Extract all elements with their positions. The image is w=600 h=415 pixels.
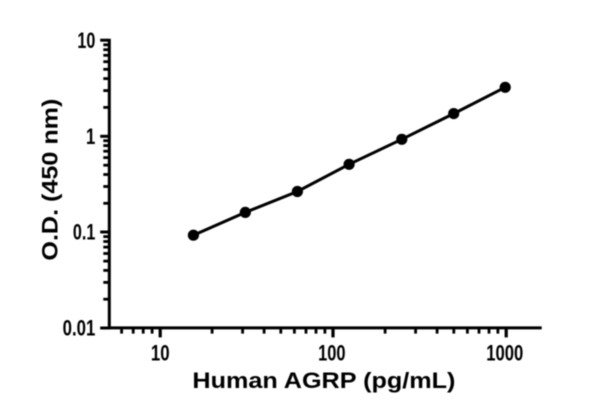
svg-text:100: 100: [318, 340, 345, 365]
svg-text:10: 10: [151, 340, 170, 365]
svg-text:O.D. (450 nm): O.D. (450 nm): [38, 99, 63, 261]
svg-text:1000: 1000: [486, 340, 523, 365]
svg-text:0.01: 0.01: [63, 316, 96, 341]
svg-text:10: 10: [77, 28, 95, 53]
svg-text:1: 1: [86, 124, 95, 149]
svg-text:Human AGRP (pg/mL): Human AGRP (pg/mL): [192, 368, 455, 393]
svg-text:0.1: 0.1: [73, 220, 95, 245]
